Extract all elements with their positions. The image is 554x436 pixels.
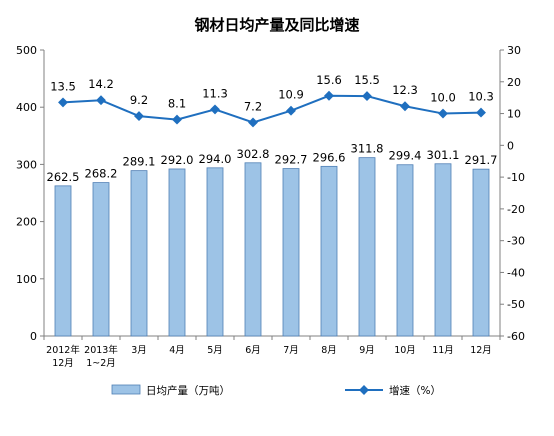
left-tick-label: 500 xyxy=(16,44,37,57)
right-tick-label: -30 xyxy=(507,235,525,248)
left-tick-label: 200 xyxy=(16,216,37,229)
category-label: 12月 xyxy=(470,345,492,356)
line-value-label: 12.3 xyxy=(392,83,418,97)
legend-line-label: 增速（%） xyxy=(389,384,441,397)
line-marker xyxy=(400,101,410,112)
line-marker xyxy=(210,104,220,115)
line-value-label: 15.6 xyxy=(316,73,342,87)
left-tick-label: 300 xyxy=(16,158,37,171)
bar xyxy=(54,185,72,337)
line-marker xyxy=(58,97,68,108)
bar-series xyxy=(54,157,490,337)
left-tick-label: 0 xyxy=(30,330,37,343)
bar xyxy=(282,168,300,337)
line-marker xyxy=(134,111,144,122)
line-value-label: 10.3 xyxy=(468,90,494,104)
bar-value-label: 302.8 xyxy=(237,147,270,161)
bar xyxy=(244,162,262,337)
category-label: 4月 xyxy=(169,345,185,356)
category-label: 2013年 xyxy=(84,344,118,356)
data-labels: 262.5 268.2 289.1 292.0 294.0 302.8 292.7 296.6… xyxy=(47,73,498,184)
line-marker xyxy=(324,90,334,101)
line-marker xyxy=(362,91,372,102)
line-value-label: 8.1 xyxy=(168,97,186,111)
legend: 日均产量（万吨） 增速（%） xyxy=(111,384,441,397)
right-tick-label: 30 xyxy=(507,44,521,57)
category-label: 3月 xyxy=(131,345,147,356)
line-marker xyxy=(438,108,448,119)
bar xyxy=(396,164,414,337)
line-value-label: 15.5 xyxy=(354,73,380,87)
line-value-label: 11.3 xyxy=(202,86,228,100)
right-tick-label: -50 xyxy=(507,298,525,311)
right-tick-label: 0 xyxy=(507,139,514,152)
right-tick-label: -40 xyxy=(507,266,525,279)
line-marker xyxy=(248,117,258,128)
bar-value-label: 301.1 xyxy=(427,148,460,162)
bar-value-label: 291.7 xyxy=(465,153,498,167)
legend-bar-label: 日均产量（万吨） xyxy=(146,384,230,397)
right-tick-label: -20 xyxy=(507,203,525,216)
line-value-label: 13.5 xyxy=(50,79,76,93)
right-tick-label: 10 xyxy=(507,108,521,121)
left-tick-label: 400 xyxy=(16,101,37,114)
bar-value-label: 296.6 xyxy=(313,150,346,164)
right-tick-label: -60 xyxy=(507,330,525,343)
category-label: 8月 xyxy=(321,345,337,356)
line-value-label: 7.2 xyxy=(244,99,262,113)
line-marker xyxy=(476,107,486,118)
bar-value-label: 268.2 xyxy=(85,167,118,181)
legend-line-marker xyxy=(359,385,369,395)
category-label: 10月 xyxy=(394,345,416,356)
category-label: 7月 xyxy=(283,345,299,356)
category-label: 12月 xyxy=(52,358,74,369)
right-tick-label: -10 xyxy=(507,171,525,184)
bar-value-label: 292.0 xyxy=(161,153,194,167)
growth-line xyxy=(62,94,482,124)
right-tick-label: 20 xyxy=(507,76,521,89)
line-value-label: 10.0 xyxy=(430,91,456,105)
category-label: 5月 xyxy=(207,345,223,356)
line-marker xyxy=(172,114,182,125)
bar-value-label: 311.8 xyxy=(351,142,384,156)
bar-value-label: 289.1 xyxy=(123,155,156,169)
line-marker xyxy=(96,95,106,106)
left-tick-label: 100 xyxy=(16,273,37,286)
bar xyxy=(206,167,224,337)
line-series xyxy=(58,90,486,128)
category-label: 1~2月 xyxy=(86,358,116,369)
legend-bar-swatch xyxy=(111,384,141,395)
bar xyxy=(320,165,338,337)
bar xyxy=(130,170,148,337)
line-marker xyxy=(286,105,296,116)
bar-value-label: 299.4 xyxy=(389,149,422,163)
category-label: 11月 xyxy=(432,345,454,356)
bar-value-label: 262.5 xyxy=(47,170,80,184)
bar xyxy=(358,157,376,337)
category-label: 6月 xyxy=(245,345,261,356)
line-value-label: 9.2 xyxy=(130,93,148,107)
bar-value-label: 294.0 xyxy=(199,152,232,166)
bar xyxy=(92,182,110,337)
line-value-label: 10.9 xyxy=(278,88,304,102)
line-value-label: 14.2 xyxy=(88,77,114,91)
chart-title: 钢材日均产量及同比增速 xyxy=(194,16,359,34)
category-label: 9月 xyxy=(359,345,375,356)
bar xyxy=(472,168,490,337)
category-label: 2012年 xyxy=(46,344,80,356)
bar-value-label: 292.7 xyxy=(275,153,308,167)
bar xyxy=(168,168,186,337)
bar xyxy=(434,163,452,337)
